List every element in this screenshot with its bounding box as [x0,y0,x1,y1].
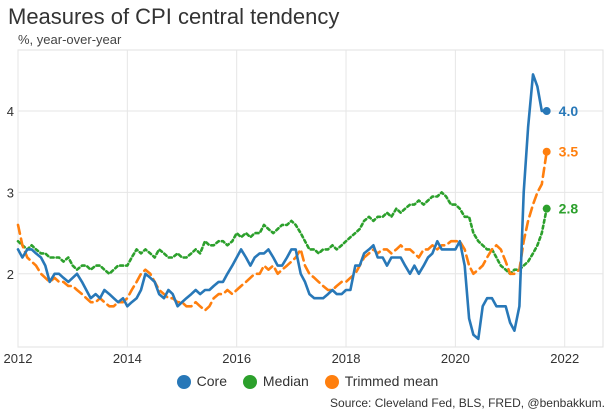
y-tick-label: 2 [7,267,14,282]
x-tick-label: 2022 [550,351,579,366]
legend-swatch-median [242,375,257,390]
x-tick-label: 2018 [332,351,361,366]
plot-area [17,49,604,348]
end-marker-median [542,204,551,213]
x-tick-label: 2012 [4,351,33,366]
end-label-trimmed-mean: 3.5 [559,144,579,160]
y-tick-label: 3 [7,185,14,200]
chart-title: Measures of CPI central tendency [8,4,340,29]
legend-item-core[interactable]: Core [176,373,228,390]
legend-swatch-trimmed-mean [324,375,339,390]
legend-label-median: Median [262,373,309,390]
line-chart: 2012 2014 2016 2018 2020 2022 2 3 4 4.0 2.8 3.5 [4,49,604,366]
legend-item-median[interactable]: Median [242,373,309,390]
source-note: Source: Cleveland Fed, BLS, FRED, @benba… [330,396,605,410]
x-tick-label: 2020 [441,351,470,366]
x-tick-label: 2016 [222,351,251,366]
legend-item-trimmed-mean[interactable]: Trimmed mean [324,373,439,390]
legend: Core Median Trimmed mean [0,372,615,390]
end-label-median: 2.8 [559,201,579,217]
x-tick-label: 2014 [113,351,142,366]
legend-swatch-core [176,375,191,390]
series-line-core [16,73,549,341]
chart-subtitle: %, year-over-year [18,32,122,47]
series-line-median [16,191,549,276]
end-marker-core [542,107,551,116]
end-label-core: 4.0 [559,103,579,119]
legend-label-core: Core [196,373,228,390]
end-marker-trimmed-mean [542,147,551,156]
y-tick-label: 4 [7,104,14,119]
legend-label-trimmed-mean: Trimmed mean [344,373,439,390]
